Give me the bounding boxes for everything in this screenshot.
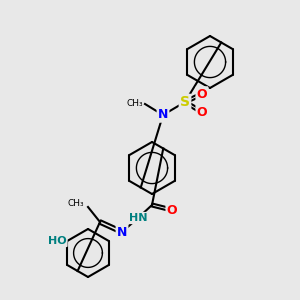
Text: N: N	[117, 226, 127, 238]
Text: HN: HN	[129, 213, 147, 223]
Text: O: O	[197, 88, 207, 100]
Text: CH₃: CH₃	[126, 100, 143, 109]
Text: O: O	[197, 106, 207, 118]
Text: HO: HO	[48, 236, 67, 246]
Text: N: N	[158, 109, 168, 122]
Text: CH₃: CH₃	[68, 200, 84, 208]
Text: O: O	[167, 203, 177, 217]
Text: S: S	[180, 95, 190, 109]
